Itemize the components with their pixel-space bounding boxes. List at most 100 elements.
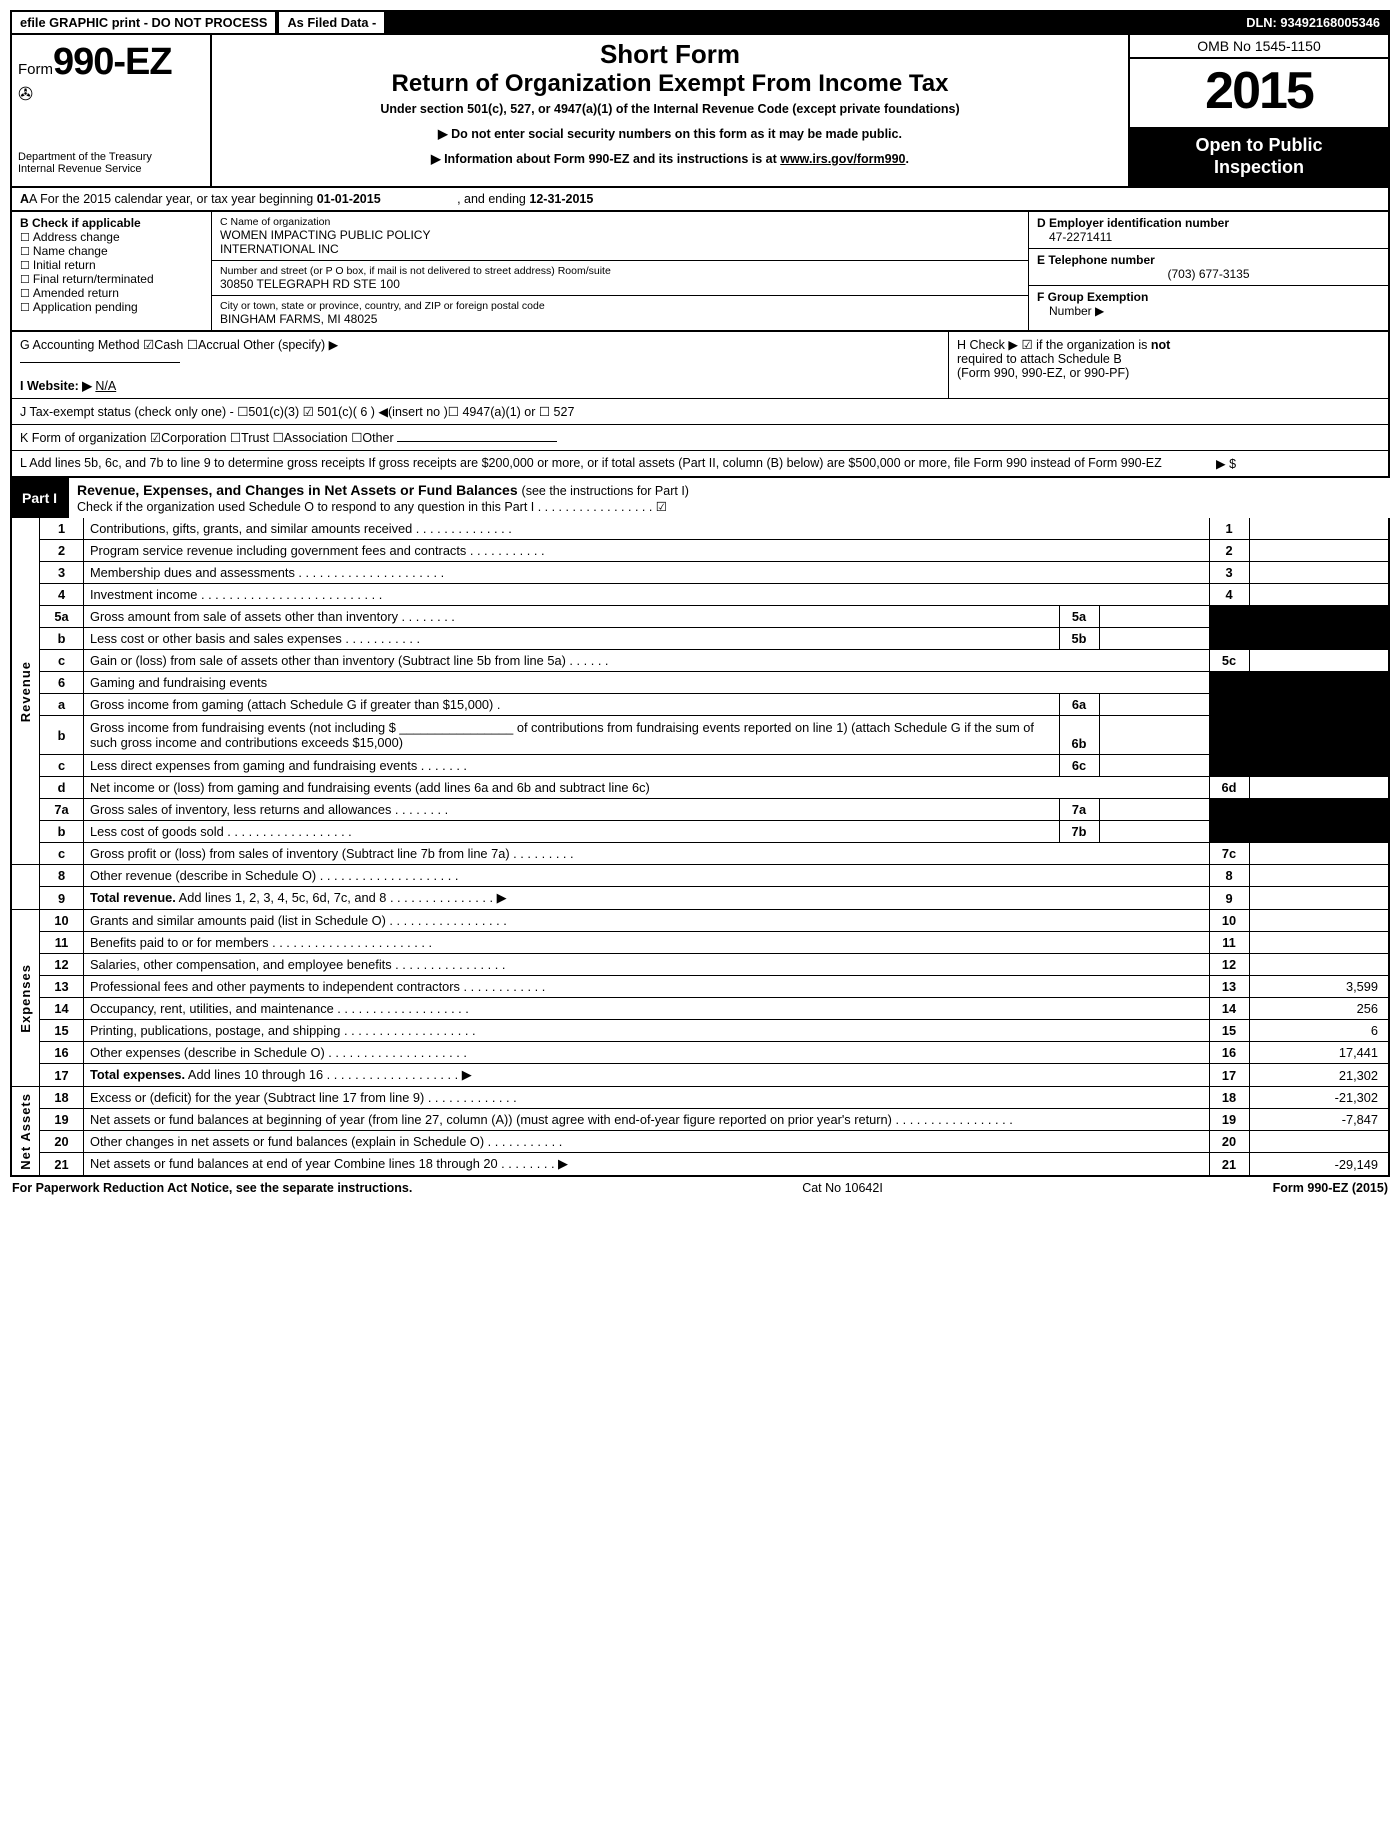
i-val: N/A — [95, 379, 116, 393]
d-lbl: D Employer identification number — [1037, 216, 1380, 230]
l7b-n: b — [40, 821, 84, 843]
l7b-blk — [1209, 821, 1249, 843]
l9-n: 9 — [40, 887, 84, 910]
l14-r: 14 — [1209, 998, 1249, 1020]
chk-amended-return[interactable]: Amended return — [20, 286, 203, 300]
footer-right: Form 990-EZ (2015) — [1273, 1181, 1388, 1195]
l2-d: Program service revenue including govern… — [84, 540, 1210, 562]
l7a-n: 7a — [40, 799, 84, 821]
l5a-blk — [1209, 606, 1249, 628]
line-1: Revenue 1 Contributions, gifts, grants, … — [11, 518, 1389, 540]
chk-application-pending[interactable]: Application pending — [20, 300, 203, 314]
l6a-d: Gross income from gaming (attach Schedul… — [84, 694, 1060, 716]
l14-d: Occupancy, rent, utilities, and maintena… — [84, 998, 1210, 1020]
side-rev-txt: Revenue — [18, 661, 33, 722]
line-2: 2Program service revenue including gover… — [11, 540, 1389, 562]
chk-name-change[interactable]: Name change — [20, 244, 203, 258]
chk-initial-return[interactable]: Initial return — [20, 258, 203, 272]
tax-year: 2015 — [1130, 59, 1388, 127]
l19-v: -7,847 — [1249, 1109, 1389, 1131]
k-form-org: K Form of organization ☑Corporation ☐Tru… — [12, 425, 1388, 450]
l3-v — [1249, 562, 1389, 584]
g-accounting: G Accounting Method ☑Cash ☐Accrual Other… — [12, 332, 948, 398]
row-l: L Add lines 5b, 6c, and 7b to line 9 to … — [12, 450, 1388, 476]
l12-v — [1249, 954, 1389, 976]
h-txt1: H Check ▶ ☑ if the organization is — [957, 338, 1151, 352]
d-ein: 47-2271411 — [1037, 230, 1380, 244]
row-a-tax-year: AA For the 2015 calendar year, or tax ye… — [10, 188, 1390, 212]
chk-final-return[interactable]: Final return/terminated — [20, 272, 203, 286]
l7c-d: Gross profit or (loss) from sales of inv… — [84, 843, 1210, 865]
line-10: Expenses 10Grants and similar amounts pa… — [11, 910, 1389, 932]
b-header: B Check if applicable — [20, 216, 203, 230]
l6b-d: Gross income from fundraising events (no… — [84, 716, 1060, 755]
footer-left: For Paperwork Reduction Act Notice, see … — [12, 1181, 412, 1195]
org-name-2: INTERNATIONAL INC — [220, 242, 1020, 256]
f-group-cell: F Group Exemption Number ▶ — [1029, 286, 1388, 322]
topbar-dln: DLN: 93492168005346 — [1238, 12, 1388, 33]
l15-n: 15 — [40, 1020, 84, 1042]
col-c-org: C Name of organization WOMEN IMPACTING P… — [212, 212, 1028, 330]
c-city-lbl: City or town, state or province, country… — [220, 300, 1020, 312]
e-lbl: E Telephone number — [1037, 253, 1380, 267]
l14-v: 256 — [1249, 998, 1389, 1020]
l20-v — [1249, 1131, 1389, 1153]
part1-table: Revenue 1 Contributions, gifts, grants, … — [10, 518, 1390, 1177]
g-blank[interactable] — [20, 362, 180, 363]
part1-txt: Revenue, Expenses, and Changes in Net As… — [77, 482, 522, 498]
form-number: Form990-EZ — [18, 41, 204, 84]
l6b-blk2 — [1249, 716, 1389, 755]
l15-r: 15 — [1209, 1020, 1249, 1042]
l6a-bv — [1099, 694, 1209, 716]
k-txt: K Form of organization ☑Corporation ☐Tru… — [20, 431, 397, 445]
l4-v — [1249, 584, 1389, 606]
l5c-d: Gain or (loss) from sale of assets other… — [84, 650, 1210, 672]
part1-note: (see the instructions for Part I) — [522, 484, 689, 498]
l6b-b: 6b — [1059, 716, 1099, 755]
l4-d: Investment income . . . . . . . . . . . … — [84, 584, 1210, 606]
l6c-blk — [1209, 755, 1249, 777]
footer-l-txt: For Paperwork Reduction Act Notice, see … — [12, 1181, 412, 1195]
line-5a: 5aGross amount from sale of assets other… — [11, 606, 1389, 628]
l5a-b: 5a — [1059, 606, 1099, 628]
org-name-1: WOMEN IMPACTING PUBLIC POLICY — [220, 228, 1020, 242]
l11-d: Benefits paid to or for members . . . . … — [84, 932, 1210, 954]
chk-address-change[interactable]: Address change — [20, 230, 203, 244]
org-city: BINGHAM FARMS, MI 48025 — [220, 312, 1020, 326]
l7a-b: 7a — [1059, 799, 1099, 821]
l8-n: 8 — [40, 865, 84, 887]
part1-title: Revenue, Expenses, and Changes in Net As… — [69, 478, 1390, 518]
l5b-bv — [1099, 628, 1209, 650]
line-5c: cGain or (loss) from sale of assets othe… — [11, 650, 1389, 672]
open-to-public: Open to Public Inspection — [1130, 127, 1388, 186]
l10-r: 10 — [1209, 910, 1249, 932]
l6-d: Gaming and fundraising events — [84, 672, 1210, 694]
h-not: not — [1151, 338, 1170, 352]
l5b-d: Less cost or other basis and sales expen… — [84, 628, 1060, 650]
line-21: 21Net assets or fund balances at end of … — [11, 1153, 1389, 1177]
header-left: Form990-EZ ✇ Department of the Treasury … — [12, 35, 212, 186]
l19-d: Net assets or fund balances at beginning… — [84, 1109, 1210, 1131]
l18-v: -21,302 — [1249, 1087, 1389, 1109]
instr-post: . — [906, 152, 909, 166]
l18-d: Excess or (deficit) for the year (Subtra… — [84, 1087, 1210, 1109]
side-rev-cont — [11, 865, 40, 910]
l16-r: 16 — [1209, 1042, 1249, 1064]
l9-d: Total revenue. Add lines 1, 2, 3, 4, 5c,… — [84, 887, 1210, 910]
j-tax-exempt: J Tax-exempt status (check only one) - ☐… — [12, 399, 1388, 424]
irs-link[interactable]: www.irs.gov/form990 — [780, 152, 905, 166]
l2-n: 2 — [40, 540, 84, 562]
open-line1: Open to Public — [1134, 135, 1384, 157]
l8-v — [1249, 865, 1389, 887]
line-20: 20Other changes in net assets or fund ba… — [11, 1131, 1389, 1153]
l5b-n: b — [40, 628, 84, 650]
k-blank[interactable] — [397, 441, 557, 442]
org-street: 30850 TELEGRAPH RD STE 100 — [220, 277, 1020, 291]
l7b-bv — [1099, 821, 1209, 843]
line-3: 3Membership dues and assessments . . . .… — [11, 562, 1389, 584]
l7a-d: Gross sales of inventory, less returns a… — [84, 799, 1060, 821]
part1-label: Part I — [10, 486, 69, 510]
i-website: I Website: ▶ N/A — [20, 378, 940, 393]
l6c-d: Less direct expenses from gaming and fun… — [84, 755, 1060, 777]
l21-r: 21 — [1209, 1153, 1249, 1177]
